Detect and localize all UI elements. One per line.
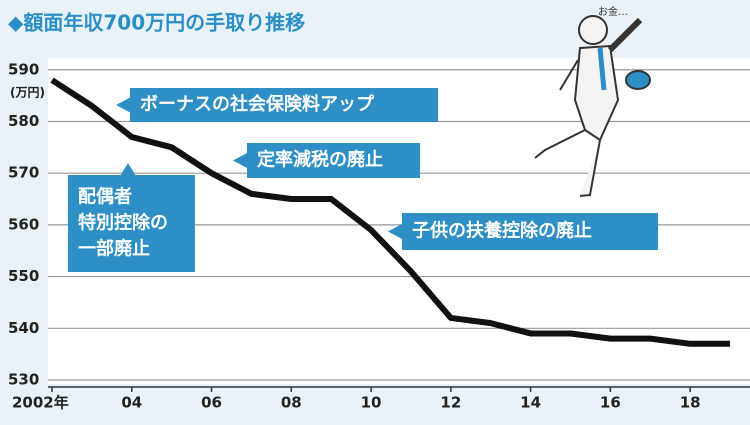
x-tick-label: 10	[361, 394, 382, 412]
annotation-pointer	[120, 163, 136, 176]
annotation: 定率減税の廃止	[233, 143, 420, 178]
x-tick-label: 04	[121, 394, 142, 412]
y-tick-label: 540	[8, 319, 39, 337]
illustration-text: お金…	[598, 5, 628, 18]
x-tick-label: 2002年	[12, 394, 69, 412]
y-unit: (万円)	[10, 86, 45, 100]
chart-title: ◆額面年収700万円の手取り推移	[8, 11, 305, 35]
x-tick-label: 12	[440, 394, 461, 412]
annotation: ボーナスの社会保険料アップ	[116, 88, 438, 122]
x-tick-label: 14	[520, 394, 541, 412]
annotation: 子供の扶養控除の廃止	[388, 213, 658, 250]
y-tick-label: 580	[8, 112, 39, 130]
y-tick-label: 550	[8, 267, 39, 285]
annotation-pointer	[116, 97, 131, 113]
y-tick-label: 570	[8, 164, 39, 182]
annotation-text: 配偶者	[78, 186, 132, 208]
data-line	[50, 77, 731, 347]
x-tick-label: 08	[281, 394, 302, 412]
annotation-pointer	[233, 152, 248, 169]
annotation-text: 一部廃止	[78, 238, 150, 260]
x-tick-label: 16	[600, 394, 621, 412]
y-tick-label: 560	[8, 215, 39, 233]
annotation-box	[402, 213, 658, 250]
annotation-box	[247, 143, 420, 178]
x-tick-label: 06	[201, 394, 222, 412]
annotation-text: 定率減税の廃止	[257, 149, 383, 171]
annotation-box	[130, 88, 438, 122]
y-tick-label: 530	[8, 371, 39, 389]
annotation-pointer	[388, 223, 403, 240]
annotation-text: 子供の扶養控除の廃止	[412, 220, 592, 242]
annotation-box	[68, 175, 195, 272]
y-tick-label: 590	[8, 60, 39, 78]
plot-area: 530 540 550 560 570 580 590 2002年 04 06 08 10 12 14 16…	[8, 58, 750, 412]
x-tick-label: 18	[680, 394, 701, 412]
illustration: お金…	[534, 5, 651, 197]
annotation-text: ボーナスの社会保険料アップ	[140, 93, 375, 115]
annotation-text: 特別控除の	[78, 212, 168, 234]
